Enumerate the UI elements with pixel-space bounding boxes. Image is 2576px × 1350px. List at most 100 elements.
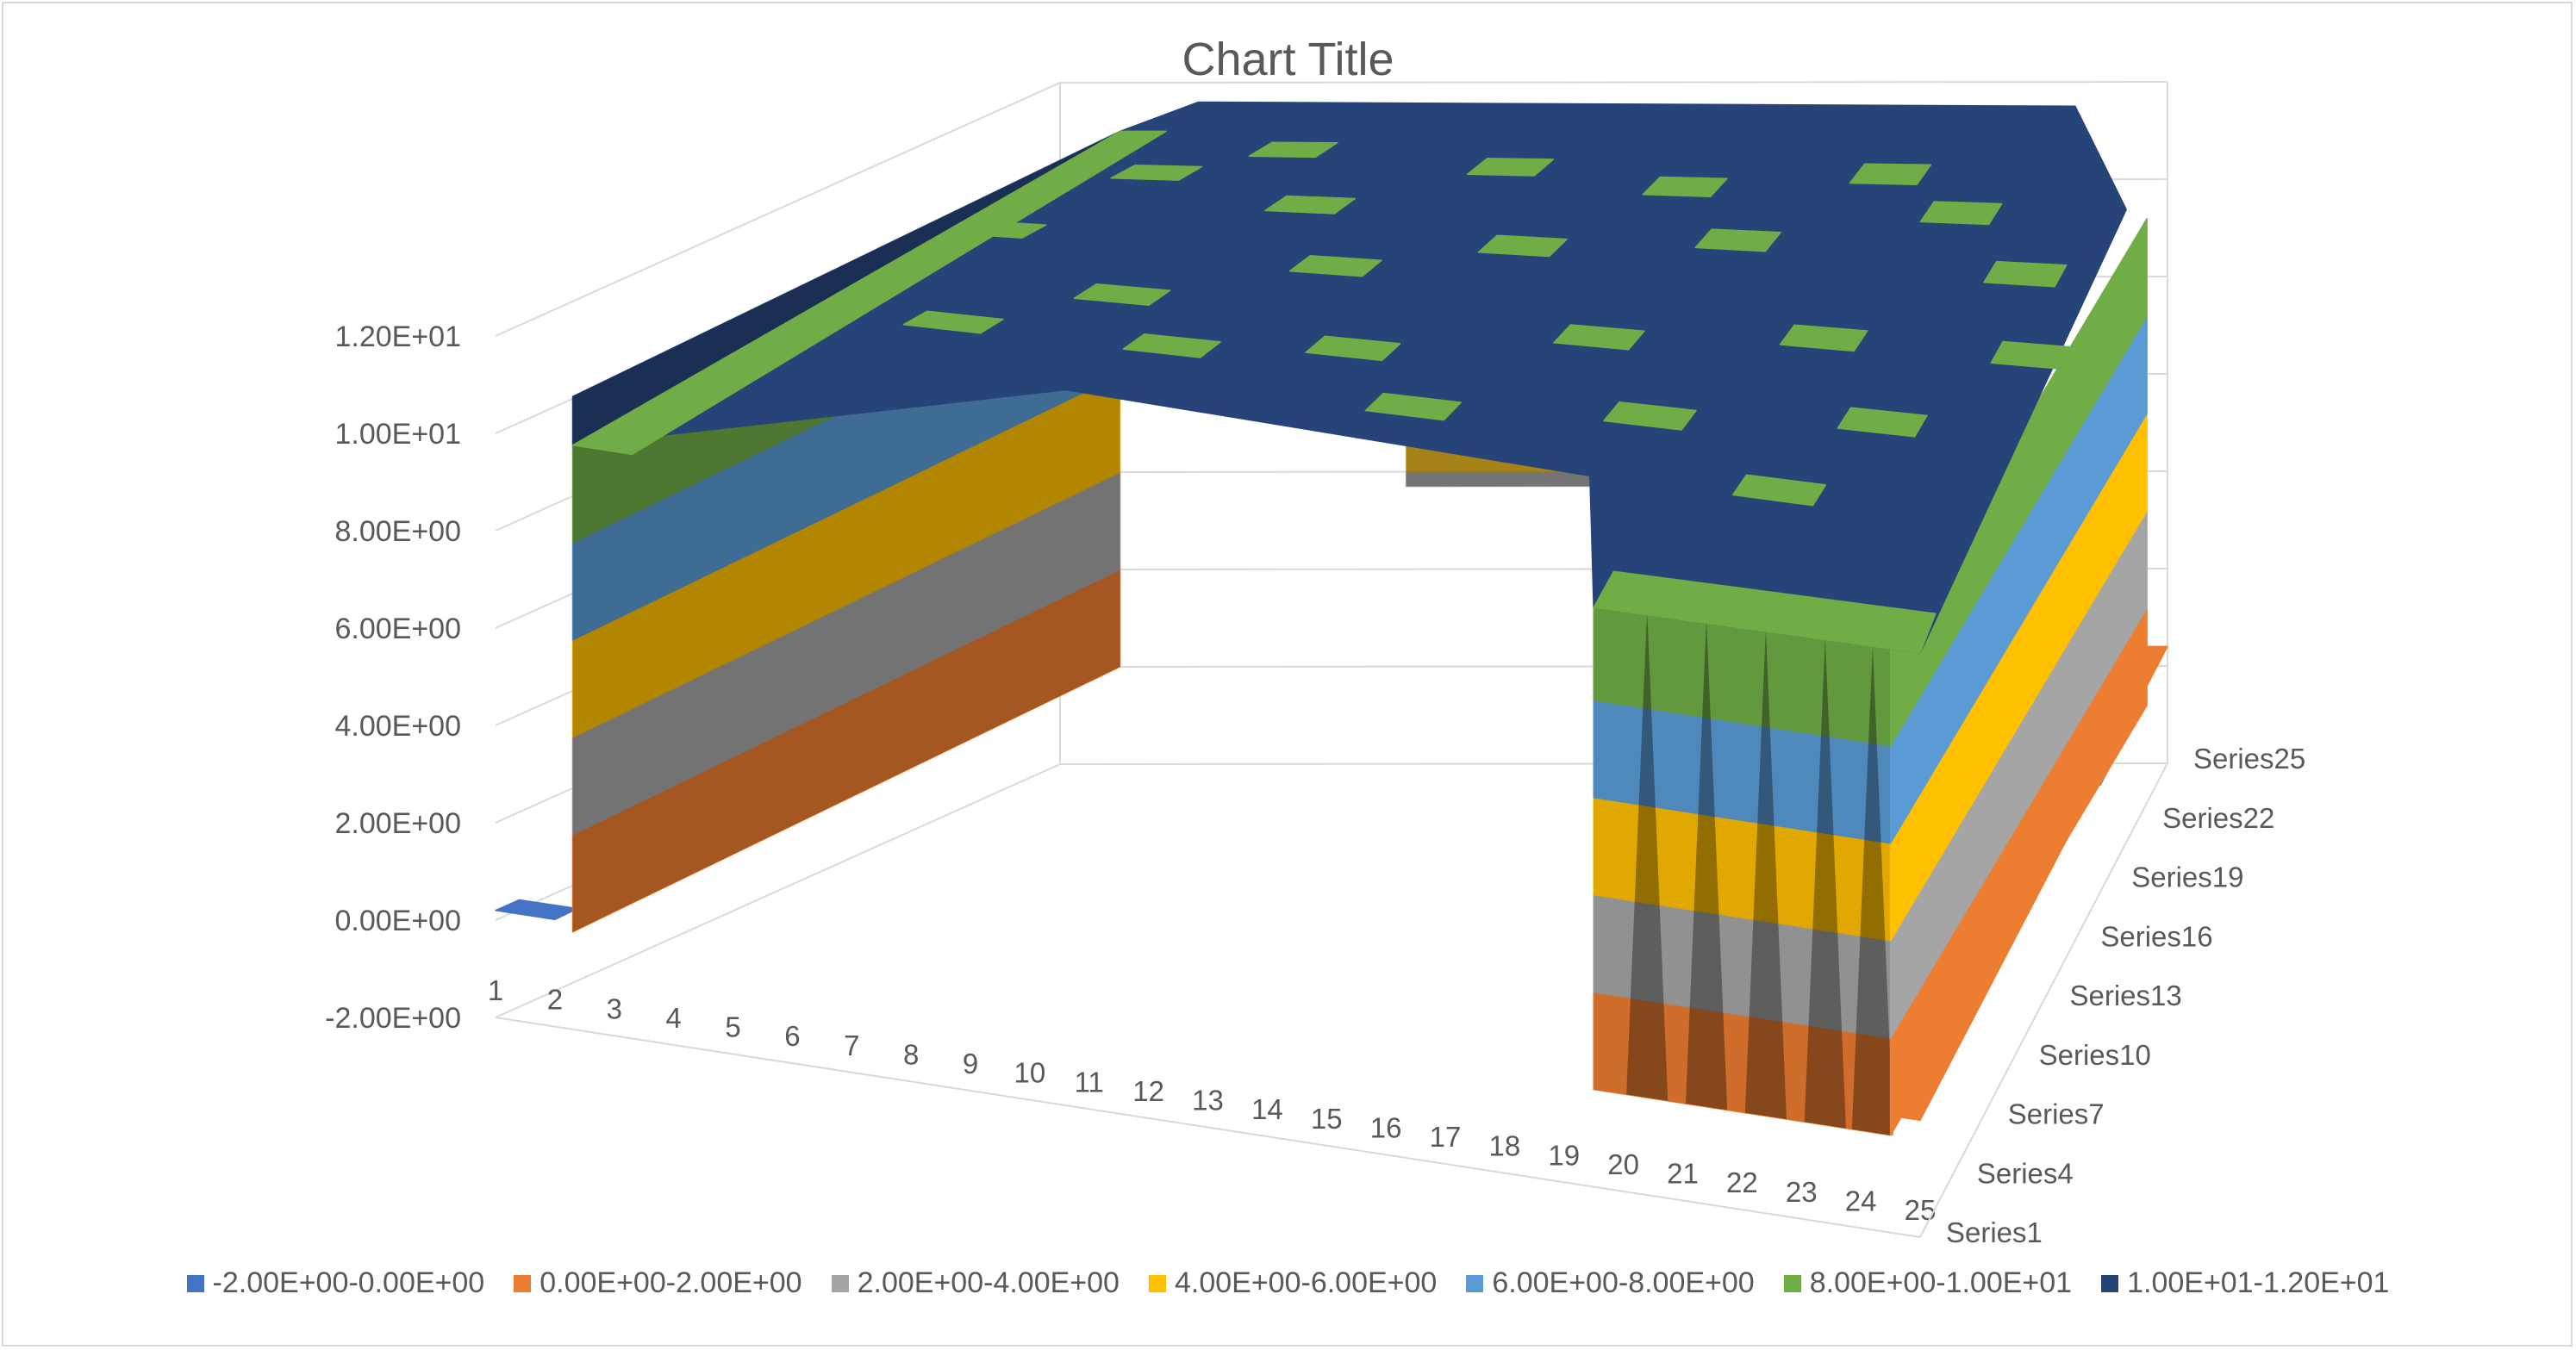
- series-tick-label: Series10: [2039, 1039, 2151, 1071]
- legend-swatch: [1466, 1274, 1484, 1292]
- category-tick-label: 2: [547, 984, 563, 1016]
- front-wall-shade: [1594, 602, 1891, 1135]
- z-tick-label: 4.00E+00: [334, 710, 461, 743]
- category-tick-label: 14: [1251, 1093, 1283, 1125]
- series-tick-label: Series16: [2100, 920, 2212, 952]
- category-tick-label: 6: [784, 1020, 800, 1052]
- plateau-patch: [1264, 195, 1357, 215]
- legend-item: 6.00E+00-8.00E+00: [1466, 1266, 1755, 1300]
- legend-label: 4.00E+00-6.00E+00: [1174, 1266, 1438, 1299]
- plateau-patch: [1073, 283, 1171, 306]
- axes: -2.00E+00 0.00E+00 2.00E+00 4.00E+00 6.00E+0…: [325, 320, 2305, 1248]
- category-tick-label: 7: [844, 1030, 859, 1061]
- legend-swatch: [831, 1274, 849, 1292]
- plateau-patch: [1849, 163, 1932, 186]
- side-wall-band: [1889, 218, 2148, 747]
- category-tick-label: 17: [1430, 1121, 1462, 1153]
- legend-swatch: [186, 1274, 204, 1292]
- series-tick-label: Series22: [2162, 802, 2274, 834]
- legend-label: 1.00E+01-1.20E+01: [2127, 1266, 2390, 1299]
- legend-item: -2.00E+00-0.00E+00: [186, 1266, 485, 1300]
- plateau-patch: [1110, 165, 1203, 181]
- legend-swatch: [1148, 1274, 1166, 1292]
- z-tick-label: 8.00E+00: [334, 515, 461, 548]
- category-tick-label: 20: [1607, 1148, 1639, 1180]
- surface-plot: [495, 101, 2168, 1136]
- floor-patch: [495, 899, 579, 921]
- plateau-patch: [1919, 201, 2003, 226]
- plateau-patch: [1122, 333, 1221, 358]
- plateau-patch: [1553, 324, 1645, 351]
- series-tick-label: Series1: [1946, 1216, 2043, 1248]
- category-tick-label: 9: [963, 1048, 978, 1079]
- category-axis-line: [495, 1017, 1921, 1238]
- category-tick-label: 3: [607, 992, 622, 1024]
- plateau-patch: [1364, 392, 1463, 421]
- z-tick-label: 6.00E+00: [334, 613, 461, 645]
- series-tick-label: Series25: [2193, 743, 2305, 775]
- z-tick-label: 2.00E+00: [334, 807, 461, 840]
- category-tick-label: 19: [1548, 1139, 1580, 1171]
- plateau-patch: [1731, 474, 1827, 507]
- legend-swatch: [1783, 1274, 1801, 1292]
- series-tick-label: Series13: [2070, 980, 2182, 1011]
- series-axis-line: [1919, 762, 2168, 1238]
- category-tick-label: 16: [1370, 1111, 1402, 1143]
- series-tick-label: Series4: [1977, 1157, 2074, 1189]
- category-tick-label: 22: [1726, 1166, 1758, 1198]
- wall-spike: [1685, 619, 1728, 1110]
- category-tick-label: 12: [1132, 1075, 1164, 1107]
- plateau-patch: [1477, 234, 1568, 258]
- plateau-patch: [1990, 340, 2077, 370]
- z-tick-label: 1.00E+01: [334, 418, 461, 451]
- plateau-patch: [1837, 407, 1928, 438]
- plateau-patch: [1983, 260, 2068, 288]
- category-tick-label: 13: [1192, 1085, 1224, 1117]
- plateau-patch: [1779, 324, 1868, 352]
- plateau-rim: [1593, 570, 1937, 654]
- plateau-patch: [1248, 141, 1338, 159]
- plateau-patch: [902, 310, 1004, 334]
- series-tick-label: Series19: [2131, 862, 2243, 893]
- category-tick-label: 23: [1786, 1176, 1818, 1208]
- legend: -2.00E+00-0.00E+00 0.00E+00-2.00E+00 2.00E…: [0, 1266, 2576, 1300]
- category-tick-label: 15: [1311, 1103, 1343, 1135]
- legend-item: 4.00E+00-6.00E+00: [1148, 1266, 1438, 1300]
- legend-item: 0.00E+00-2.00E+00: [514, 1266, 802, 1300]
- wall-spike: [1851, 645, 1893, 1136]
- chart-title: Chart Title: [1182, 34, 1394, 85]
- category-tick-label: 18: [1489, 1130, 1521, 1162]
- legend-swatch: [2101, 1274, 2119, 1292]
- category-tick-label: 1: [488, 974, 503, 1006]
- plateau-patch: [1603, 401, 1697, 431]
- plateau-patch: [1466, 158, 1555, 177]
- z-tick-label: 0.00E+00: [334, 905, 461, 937]
- z-tick-label: 1.20E+01: [334, 320, 461, 353]
- z-tick-label: -2.00E+00: [325, 1002, 461, 1035]
- legend-label: 0.00E+00-2.00E+00: [540, 1266, 802, 1299]
- plateau-rim: [571, 130, 1167, 456]
- legend-swatch: [514, 1274, 532, 1292]
- plateau-patch: [1305, 335, 1401, 362]
- category-tick-label: 11: [1075, 1066, 1104, 1098]
- category-tick-label: 24: [1845, 1185, 1877, 1216]
- legend-item: 1.00E+01-1.20E+01: [2101, 1266, 2389, 1300]
- legend-label: 8.00E+00-1.00E+01: [1809, 1266, 2073, 1299]
- category-tick-label: 4: [665, 1002, 681, 1034]
- wall-spike: [1744, 629, 1787, 1120]
- legend-item: 2.00E+00-4.00E+00: [831, 1266, 1120, 1300]
- legend-item: 8.00E+00-1.00E+01: [1783, 1266, 2073, 1300]
- wall-spike: [1804, 638, 1846, 1129]
- plateau-patch: [1288, 255, 1382, 277]
- plateau-patch: [1694, 228, 1781, 252]
- category-tick-label: 21: [1667, 1158, 1699, 1190]
- category-tick-label: 25: [1905, 1194, 1937, 1226]
- plateau-patch: [1642, 176, 1728, 197]
- legend-label: -2.00E+00-0.00E+00: [212, 1266, 485, 1299]
- legend-label: 2.00E+00-4.00E+00: [857, 1266, 1120, 1299]
- wall-spike: [1626, 611, 1668, 1101]
- category-tick-label: 5: [725, 1011, 740, 1043]
- legend-label: 6.00E+00-8.00E+00: [1492, 1266, 1755, 1299]
- category-tick-label: 10: [1014, 1057, 1046, 1089]
